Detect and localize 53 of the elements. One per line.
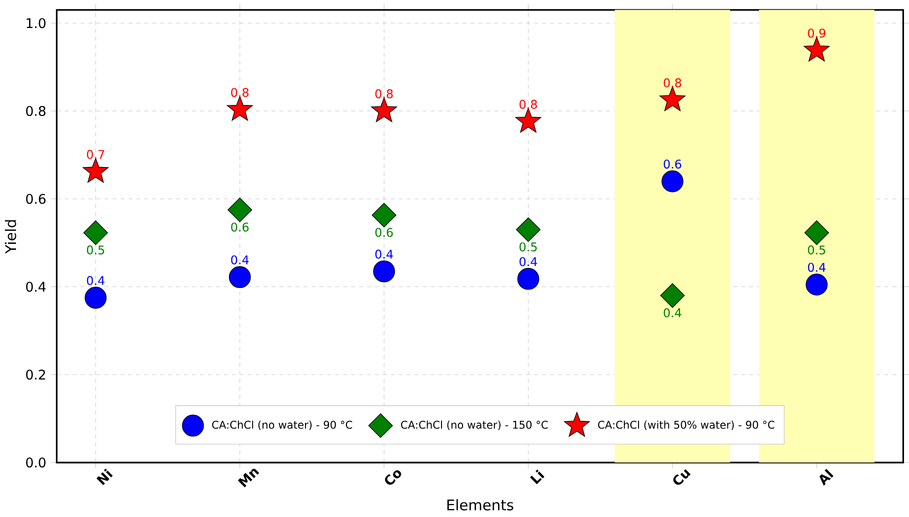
point	[228, 266, 251, 288]
y-axis-title: Yield	[4, 220, 16, 254]
x-axis-title: Elements	[447, 499, 514, 510]
point	[804, 36, 830, 62]
data-label: 0.8	[664, 78, 682, 88]
point	[226, 96, 253, 121]
legend-label: CA:ChCl (no water) - 150 °C	[401, 420, 548, 430]
x-tick-label: Co	[385, 470, 402, 485]
data-label: 0.4	[520, 257, 538, 266]
data-label: 0.8	[520, 100, 537, 109]
data-label: 0.7	[86, 150, 104, 159]
point	[516, 217, 541, 242]
x-tick-label: Cu	[673, 469, 691, 485]
point	[82, 158, 109, 183]
data-label: 0.8	[375, 89, 393, 98]
point	[373, 260, 396, 282]
x-tick-label: Li	[530, 469, 544, 484]
y-tick-label: 1.0	[26, 18, 46, 28]
y-tick-label: 0.8	[26, 106, 46, 116]
data-label: 0.6	[664, 159, 682, 168]
data-label: 0.5	[86, 245, 104, 254]
data-label: 0.6	[231, 222, 249, 232]
point	[806, 274, 828, 296]
y-tick-label: 0.6	[26, 194, 46, 204]
legend-label: CA:ChCl (no water) - 90 °C	[212, 420, 352, 430]
data-label: 0.4	[808, 262, 826, 272]
data-label: 0.5	[520, 242, 537, 252]
data-label: 0.6	[375, 228, 393, 237]
point	[517, 268, 540, 290]
data-label: 0.4	[664, 308, 682, 318]
legend-label: CA:ChCl (with 50% water) - 90 °C	[598, 420, 774, 430]
point	[84, 286, 107, 309]
point	[660, 283, 685, 308]
data-label: 0.4	[86, 276, 104, 285]
x-tick-label: Al	[819, 468, 834, 486]
y-tick-label: 0.0	[26, 457, 46, 468]
data-label: 0.4	[375, 250, 393, 259]
point	[228, 197, 252, 222]
x-tick-label: Mn	[238, 468, 260, 488]
point	[804, 220, 829, 245]
x-tick-label: Ni	[96, 468, 113, 486]
point	[372, 202, 396, 228]
y-tick-label: 0.4	[26, 282, 46, 292]
point	[83, 220, 108, 245]
data-label: 0.9	[808, 28, 826, 38]
point	[662, 170, 684, 192]
data-label: 0.8	[231, 88, 249, 97]
y-tick-label: 0.2	[26, 370, 46, 380]
data-label: 0.5	[808, 245, 826, 254]
point	[660, 86, 686, 111]
point	[515, 108, 542, 133]
point	[371, 97, 398, 122]
data-label: 0.4	[231, 255, 249, 264]
